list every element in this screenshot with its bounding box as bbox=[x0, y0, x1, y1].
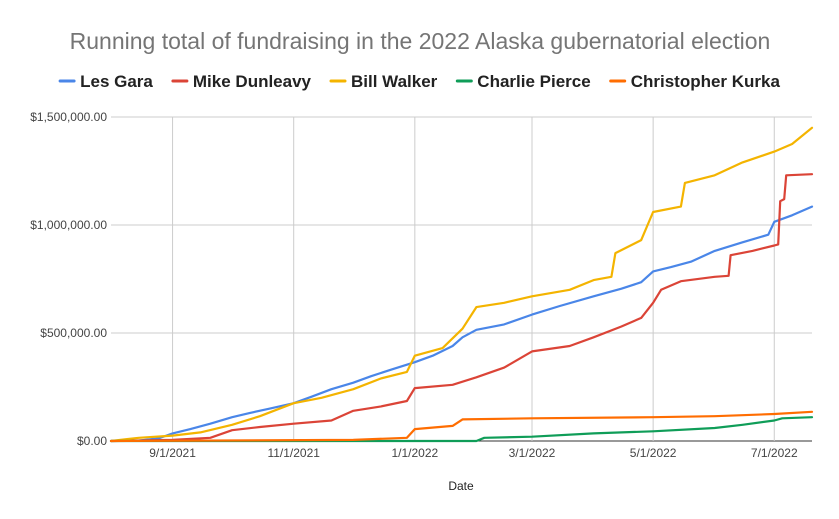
y-tick-label: $0.00 bbox=[77, 434, 107, 448]
legend-item-christopher-kurka: Christopher Kurka bbox=[609, 72, 781, 91]
series-line-charlie-pierce bbox=[109, 416, 814, 443]
series-line-mike-dunleavy bbox=[109, 173, 814, 443]
legend-label: Bill Walker bbox=[351, 72, 438, 91]
legend-label: Mike Dunleavy bbox=[193, 72, 312, 91]
series-line-christopher-kurka bbox=[109, 410, 814, 443]
legend: Les Gara Mike Dunleavy Bill Walker Charlie … bbox=[58, 72, 781, 91]
series-line-bill-walker bbox=[109, 126, 814, 443]
y-tick-label: $500,000.00 bbox=[40, 326, 107, 340]
legend-label: Charlie Pierce bbox=[477, 72, 590, 91]
legend-item-bill-walker: Bill Walker bbox=[329, 72, 438, 91]
y-tick-label: $1,000,000.00 bbox=[30, 218, 107, 232]
legend-label: Les Gara bbox=[80, 72, 153, 91]
y-axis: $0.00 $500,000.00 $1,000,000.00 $1,500,000.… bbox=[30, 110, 107, 448]
series-line-les-gara bbox=[109, 205, 814, 443]
legend-item-les-gara: Les Gara bbox=[58, 72, 153, 91]
legend-label: Christopher Kurka bbox=[631, 72, 781, 91]
gridlines bbox=[111, 116, 812, 442]
legend-item-mike-dunleavy: Mike Dunleavy bbox=[171, 72, 312, 91]
x-tick-label: 3/1/2022 bbox=[509, 446, 556, 460]
x-tick-label: 1/1/2022 bbox=[391, 446, 438, 460]
series-group bbox=[109, 126, 814, 443]
x-tick-label: 7/1/2022 bbox=[751, 446, 798, 460]
x-tick-label: 11/1/2021 bbox=[267, 446, 320, 460]
legend-item-charlie-pierce: Charlie Pierce bbox=[455, 72, 591, 91]
x-tick-label: 9/1/2021 bbox=[149, 446, 196, 460]
chart-title: Running total of fundraising in the 2022… bbox=[70, 28, 771, 54]
x-axis: 9/1/2021 11/1/2021 1/1/2022 3/1/2022 5/1/202… bbox=[149, 446, 798, 460]
x-axis-title: Date bbox=[448, 479, 474, 493]
x-tick-label: 5/1/2022 bbox=[630, 446, 677, 460]
y-tick-label: $1,500,000.00 bbox=[30, 110, 107, 124]
